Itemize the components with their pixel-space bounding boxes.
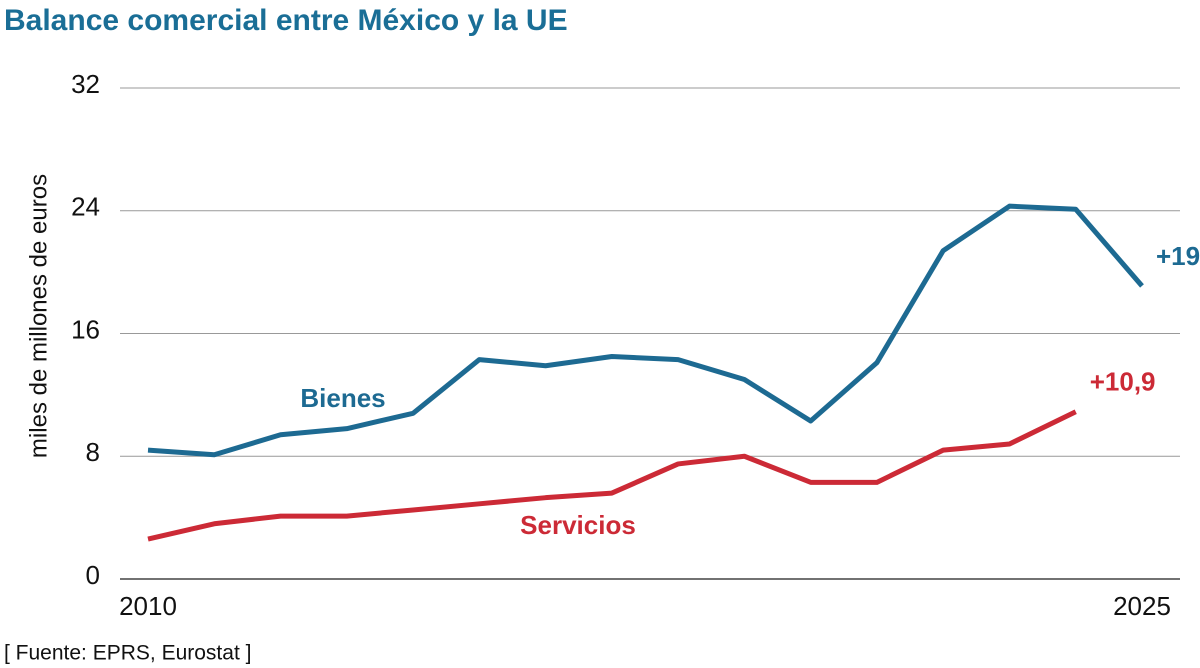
x-tick-label: 2025 <box>1113 591 1171 621</box>
line-series <box>147 203 1144 458</box>
line-series <box>147 409 1077 542</box>
y-tick-label: 8 <box>86 437 100 467</box>
y-tick-label: 0 <box>86 560 100 590</box>
value-label: +10,9 <box>1090 367 1156 397</box>
y-tick-label: 32 <box>71 69 100 99</box>
y-tick-label: 16 <box>71 314 100 344</box>
value-label: +19,1 <box>1156 241 1200 271</box>
chart-title: Balance comercial entre México y la UE <box>4 4 568 37</box>
y-tick-label: 24 <box>71 192 100 222</box>
y-axis-label: miles de millones de euros <box>25 174 52 458</box>
series-label: Bienes <box>300 383 385 413</box>
source: [ Fuente: EPRS, Eurostat ] <box>4 642 251 665</box>
x-tick-label: 2010 <box>119 591 177 621</box>
series-label: Servicios <box>520 510 636 540</box>
